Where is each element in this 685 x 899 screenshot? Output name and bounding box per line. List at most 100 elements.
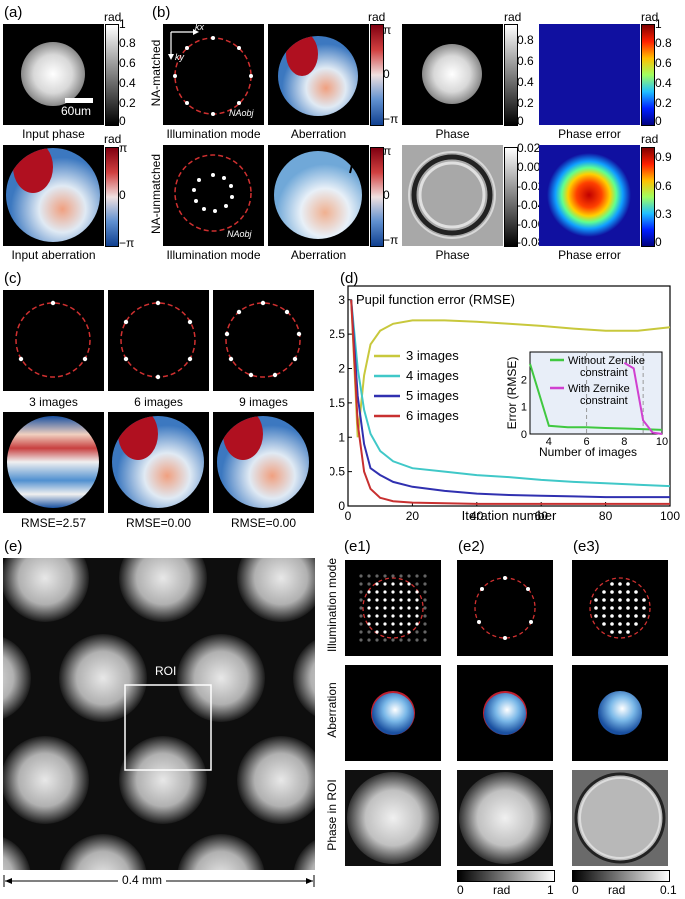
illumination-dot (610, 598, 614, 602)
illumination-dot (367, 630, 371, 634)
colorbar-jet-b1 (641, 24, 655, 126)
x-tick-label: 0 (345, 509, 352, 523)
illumination-dot (634, 606, 638, 610)
inset-x-tick-label: 6 (584, 436, 590, 448)
illumination-dot (423, 614, 427, 618)
c-rmse-6: RMSE=0.00 (125, 516, 192, 530)
plot-frame (347, 285, 671, 507)
illumination-dot (391, 614, 395, 618)
x-axis-label: Iteration number (462, 508, 557, 523)
illumination-dot (375, 590, 379, 594)
illumination-dot (359, 614, 363, 618)
illumination-dot (642, 598, 646, 602)
cbar-j1-tick-1: 0.8 (655, 36, 672, 50)
input-aberration-image (3, 145, 104, 246)
e-row-label-phase: Phase in ROI (325, 779, 339, 851)
c-rmse-3: RMSE=2.57 (20, 516, 87, 530)
illumination-dot (391, 582, 395, 586)
cbar-b1-tick-4: 0.2 (517, 96, 534, 110)
cbar-b2g-tick-5: -0.08 (517, 235, 545, 249)
b-illumination-matched: kx ky NAobj (163, 22, 264, 125)
row-label-na-matched: NA-matched (149, 39, 163, 107)
e-cbar1-right: 1 (547, 883, 554, 897)
illumination-dot (634, 590, 638, 594)
illumination-dot (634, 614, 638, 618)
inset-y-tick-label: 2 (521, 374, 527, 386)
illumination-dot (602, 622, 606, 626)
b-caption-illum-1: Illumination mode (166, 127, 261, 141)
illumination-dot (618, 614, 622, 618)
e3-phase-roi (572, 770, 668, 866)
e-cbar1-unit: rad (493, 883, 511, 897)
cbar-b2-tick-1: 0 (383, 188, 390, 202)
e2-illumination (457, 560, 553, 656)
illumination-dot (399, 590, 403, 594)
illumination-dot (618, 606, 622, 610)
e-cbar2-unit: rad (608, 883, 626, 897)
illumination-dot (423, 630, 427, 634)
e2-aberration (457, 665, 553, 761)
c-aberration-3 (3, 412, 104, 513)
illumination-dot (618, 630, 622, 634)
illumination-dot (415, 582, 419, 586)
illumination-dot (642, 606, 646, 610)
cbar-j1-unit: rad (641, 10, 659, 24)
illumination-dot (375, 598, 379, 602)
e3-illumination (572, 560, 668, 656)
e1-phase-roi (345, 770, 441, 866)
panel-label-b: (b) (152, 4, 171, 21)
cbar-a2-tick-2: −π (119, 236, 135, 250)
illumination-dot (618, 598, 622, 602)
cbar-b2g-tick-3: -0.04 (517, 198, 545, 212)
illumination-dot (359, 622, 363, 626)
cbar-a-tick-5: 0 (119, 114, 126, 128)
inset-x-tick-label: 4 (546, 436, 552, 448)
x-tick-label: 20 (406, 509, 420, 523)
scalebar-label: 60um (61, 104, 92, 118)
c-illum-9 (213, 290, 314, 391)
c-illum-6 (108, 290, 209, 391)
illumination-dot (391, 574, 395, 578)
cbar-b1-tick-3: 0.4 (517, 75, 534, 89)
illumination-dot (399, 638, 403, 642)
illumination-dot (391, 590, 395, 594)
panel-label-e2: (e2) (458, 538, 485, 555)
illumination-dot (626, 614, 630, 618)
cbar-a-tick-3: 0.4 (119, 76, 136, 90)
illumination-dot (367, 638, 371, 642)
y-tick-label: 1.5 (330, 396, 345, 410)
cbar-j1-tick-3: 0.4 (655, 76, 672, 90)
b-phase-unmatched (402, 145, 503, 246)
legend-label-4: 6 images (406, 408, 459, 423)
cbar-b2-tick-2: −π (383, 233, 399, 247)
cbar-a2-unit: rad (104, 132, 122, 146)
x-tick-label: 80 (599, 509, 613, 523)
panel-label-e3: (e3) (573, 538, 600, 555)
c-illum-3 (3, 290, 104, 391)
panel-label-e: (e) (4, 538, 23, 555)
illumination-dot (359, 638, 363, 642)
illumination-dot (423, 590, 427, 594)
illumination-dot (407, 638, 411, 642)
e-large-phase-image: ROI (3, 558, 315, 870)
legend-label-1: 3 images (406, 348, 459, 363)
row-label-na-unmatched: NA-unmatched (149, 153, 163, 235)
c-caption-9: 9 images (239, 395, 288, 409)
colorbar-gray-b1 (504, 24, 518, 126)
illumination-dot (634, 622, 638, 626)
c-caption-6: 6 images (134, 395, 183, 409)
illumination-dot (375, 606, 379, 610)
input-aberration-caption: Input aberration (11, 248, 96, 262)
c-caption-3: 3 images (29, 395, 78, 409)
illumination-dot (602, 598, 606, 602)
y-tick-label: 3 (338, 293, 345, 307)
series-line-4 (350, 299, 670, 505)
illumination-dot (626, 630, 630, 634)
illumination-dot (375, 638, 379, 642)
inset-frame (529, 351, 663, 435)
illumination-dot (383, 606, 387, 610)
panel-label-c: (c) (4, 270, 22, 287)
cbar-b2-tick-0: π (383, 144, 392, 158)
illumination-dot (407, 614, 411, 618)
